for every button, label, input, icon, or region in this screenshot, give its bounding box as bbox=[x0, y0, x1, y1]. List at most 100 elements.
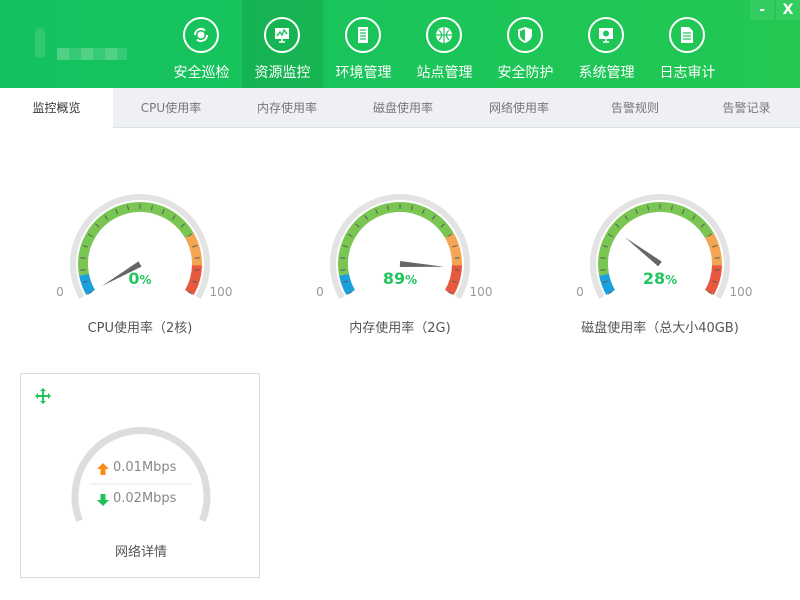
nav-label: 环境管理 bbox=[335, 65, 392, 81]
logo bbox=[35, 28, 127, 62]
gauge-track bbox=[70, 194, 210, 299]
gauge-tick bbox=[452, 244, 458, 248]
gauge-tick bbox=[180, 223, 185, 228]
gauge-needle bbox=[399, 261, 444, 267]
gauge-title: CPU使用率（2核) bbox=[87, 321, 193, 336]
header: - X 安全巡检 资源监控 环境管理 站点管理 安全防护 系统管理 日志审计 bbox=[0, 0, 800, 88]
nav-item-3[interactable]: 站点管理 bbox=[404, 0, 485, 88]
nav-item-0[interactable]: 安全巡检 bbox=[161, 0, 242, 88]
gauge-tick bbox=[150, 205, 153, 211]
patrol-icon bbox=[183, 17, 219, 53]
gauge-min-label: 0 bbox=[316, 285, 324, 299]
gauge-tick bbox=[161, 208, 165, 214]
nav-label: 安全防护 bbox=[497, 65, 554, 81]
gauge-band bbox=[704, 264, 722, 295]
gauge-tick bbox=[342, 244, 348, 248]
gauge-tick bbox=[607, 233, 613, 237]
network-card[interactable]: 0.01Mbps 0.02Mbps 网络详情 bbox=[20, 373, 260, 578]
nav-label: 资源监控 bbox=[254, 65, 311, 81]
gauge-tick bbox=[194, 269, 200, 271]
nav-item-2[interactable]: 环境管理 bbox=[323, 0, 404, 88]
gauge-tick bbox=[712, 280, 718, 284]
close-button[interactable]: X bbox=[776, 0, 800, 20]
gauge-band bbox=[184, 264, 202, 295]
gauge-tick bbox=[670, 205, 673, 211]
minimize-button[interactable]: - bbox=[750, 0, 774, 20]
gauge-needle bbox=[101, 261, 142, 286]
document-icon bbox=[669, 17, 705, 53]
gauge-tick bbox=[340, 257, 346, 259]
tab-0[interactable]: 监控概览 bbox=[0, 88, 113, 129]
tab-2[interactable]: 内存使用率 bbox=[256, 101, 317, 115]
gauge-band bbox=[339, 273, 356, 295]
gauge-tick bbox=[387, 205, 390, 211]
gauge-tick bbox=[454, 269, 460, 271]
upload-rate: 0.01Mbps bbox=[113, 460, 177, 475]
gauge-tick bbox=[347, 291, 353, 295]
gauges bbox=[70, 194, 730, 299]
gauge-tick bbox=[80, 257, 86, 259]
gauge-tick bbox=[192, 244, 198, 248]
gauge-tick bbox=[707, 291, 713, 295]
monitor-chart-icon bbox=[264, 17, 300, 53]
gauge-tick bbox=[454, 257, 460, 259]
gauge-band bbox=[78, 202, 194, 276]
gauge-tick bbox=[431, 215, 436, 220]
gauge-max-label: 100 bbox=[209, 285, 233, 299]
gauge-band bbox=[338, 202, 454, 276]
gauge-tick bbox=[635, 208, 639, 214]
tab-bar: 监控概览 CPU使用率 内存使用率 磁盘使用率 网络使用率 告警规则 告警记录 bbox=[0, 88, 800, 129]
gauge-tick bbox=[80, 269, 86, 271]
gauge-band bbox=[79, 273, 96, 295]
gauge-tick bbox=[171, 215, 176, 220]
network-title: 网络详情 bbox=[114, 545, 167, 560]
gauge-min-label: 0 bbox=[56, 285, 64, 299]
gauge-title: 内存使用率（2G) bbox=[349, 321, 451, 336]
gauge-tick bbox=[347, 233, 353, 237]
gauge-tick bbox=[681, 208, 685, 214]
gauge-band bbox=[598, 202, 714, 276]
tab-3[interactable]: 磁盘使用率 bbox=[372, 101, 433, 115]
gauge-title: 磁盘使用率（总大小40GB) bbox=[581, 321, 739, 336]
tab-1[interactable]: CPU使用率 bbox=[140, 101, 202, 115]
gauge-tick bbox=[95, 223, 100, 228]
gauge-tick bbox=[700, 223, 705, 228]
gauge-value-unit: % bbox=[139, 273, 152, 287]
gauge-tick bbox=[342, 280, 348, 284]
tab-6[interactable]: 告警记录 bbox=[722, 101, 771, 115]
settings-monitor-icon bbox=[588, 17, 624, 53]
gauge-tick bbox=[714, 257, 720, 259]
gauge-value-number: 0 bbox=[128, 269, 140, 288]
gauge-band bbox=[599, 273, 616, 295]
globe-icon bbox=[426, 17, 462, 53]
gauge-tick bbox=[355, 223, 360, 228]
tab-5[interactable]: 告警规则 bbox=[610, 101, 659, 115]
download-arrow-icon bbox=[97, 494, 109, 506]
gauge-value-unit: % bbox=[665, 273, 678, 287]
gauge-tick bbox=[714, 269, 720, 271]
nav-item-1[interactable]: 资源监控 bbox=[242, 0, 323, 88]
tab-4[interactable]: 网络使用率 bbox=[488, 101, 549, 115]
gauge-track bbox=[590, 194, 730, 299]
gauge-tick bbox=[127, 205, 130, 211]
nav-label: 系统管理 bbox=[578, 65, 635, 81]
gauge-tick bbox=[707, 233, 713, 237]
move-icon[interactable] bbox=[33, 386, 53, 406]
nav-label: 安全巡检 bbox=[173, 65, 230, 81]
gauge-value: 89% bbox=[360, 269, 440, 288]
gauge-tick bbox=[602, 280, 608, 284]
gauge-max-label: 100 bbox=[729, 285, 753, 299]
nav-label: 日志审计 bbox=[659, 65, 716, 81]
gauge-track bbox=[330, 194, 470, 299]
gauge-band bbox=[444, 264, 462, 295]
gauge-tick bbox=[647, 205, 650, 211]
gauge-tick bbox=[187, 233, 193, 237]
gauge-tick bbox=[624, 215, 629, 220]
nav-item-6[interactable]: 日志审计 bbox=[647, 0, 728, 88]
gauge-value: 0% bbox=[100, 269, 180, 288]
gauge-band bbox=[704, 233, 722, 266]
nav-label: 站点管理 bbox=[416, 65, 473, 81]
nav-item-4[interactable]: 安全防护 bbox=[485, 0, 566, 88]
gauge-tick bbox=[600, 269, 606, 271]
nav-item-5[interactable]: 系统管理 bbox=[566, 0, 647, 88]
